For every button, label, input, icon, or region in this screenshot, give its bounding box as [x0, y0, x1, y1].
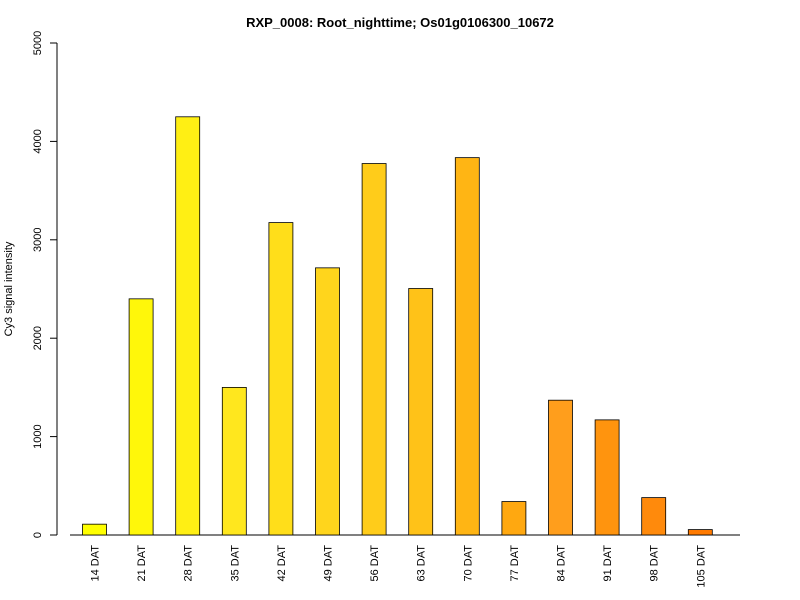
bar-14-dat: [82, 523, 107, 536]
x-tick-labels: 14 DAT 21 DAT 28 DAT 35 DAT 42 DAT 49 DAT 56 D…: [90, 545, 708, 588]
bar-28-dat: [175, 116, 201, 536]
x-tick-label-35-dat: 35 DAT: [229, 545, 241, 582]
y-tick-label-0: 0: [32, 532, 44, 538]
x-tick-label-42-dat: 42 DAT: [276, 545, 288, 582]
y-tick-label-3: 3000: [32, 228, 44, 252]
y-tick-label-5: 5000: [32, 31, 44, 55]
bar-35-dat: [221, 386, 247, 536]
bar-98-dat: [641, 497, 667, 536]
x-tick-label-63-dat: 63 DAT: [416, 545, 428, 582]
chart-title: RXP_0008: Root_nighttime; Os01g0106300_1…: [246, 15, 554, 30]
bar-21-dat: [128, 298, 154, 536]
bar-49-dat: [315, 267, 340, 536]
x-tick-label-28-dat: 28 DAT: [183, 545, 195, 582]
bar-84-dat: [548, 399, 573, 536]
bars-group: [82, 116, 713, 536]
x-tick-label-21-dat: 21 DAT: [136, 545, 148, 582]
bar-77-dat: [501, 501, 527, 536]
x-tick-label-14-dat: 14 DAT: [90, 545, 102, 582]
y-axis: 0 1000 2000 3000 4000 5000: [32, 31, 58, 538]
x-tick-label-70-dat: 70 DAT: [462, 545, 474, 582]
x-tick-label-56-dat: 56 DAT: [369, 545, 381, 582]
bar-56-dat: [361, 163, 387, 536]
x-tick-label-91-dat: 91 DAT: [602, 545, 614, 582]
y-tick-label-1: 1000: [32, 424, 44, 448]
y-axis-label: Cy3 signal intensity: [3, 241, 15, 336]
x-tick-label-105-dat: 105 DAT: [695, 545, 707, 588]
x-tick-label-84-dat: 84 DAT: [556, 545, 568, 582]
bar-105-dat: [687, 529, 713, 536]
bar-91-dat: [594, 419, 620, 536]
bar-63-dat: [408, 288, 434, 536]
y-tick-label-4: 4000: [32, 129, 44, 153]
x-tick-label-77-dat: 77 DAT: [509, 545, 521, 582]
x-tick-label-98-dat: 98 DAT: [649, 545, 661, 582]
bar-42-dat: [268, 222, 294, 536]
x-tick-label-49-dat: 49 DAT: [323, 545, 335, 582]
y-tick-label-2: 2000: [32, 326, 44, 350]
bar-70-dat: [454, 157, 480, 536]
